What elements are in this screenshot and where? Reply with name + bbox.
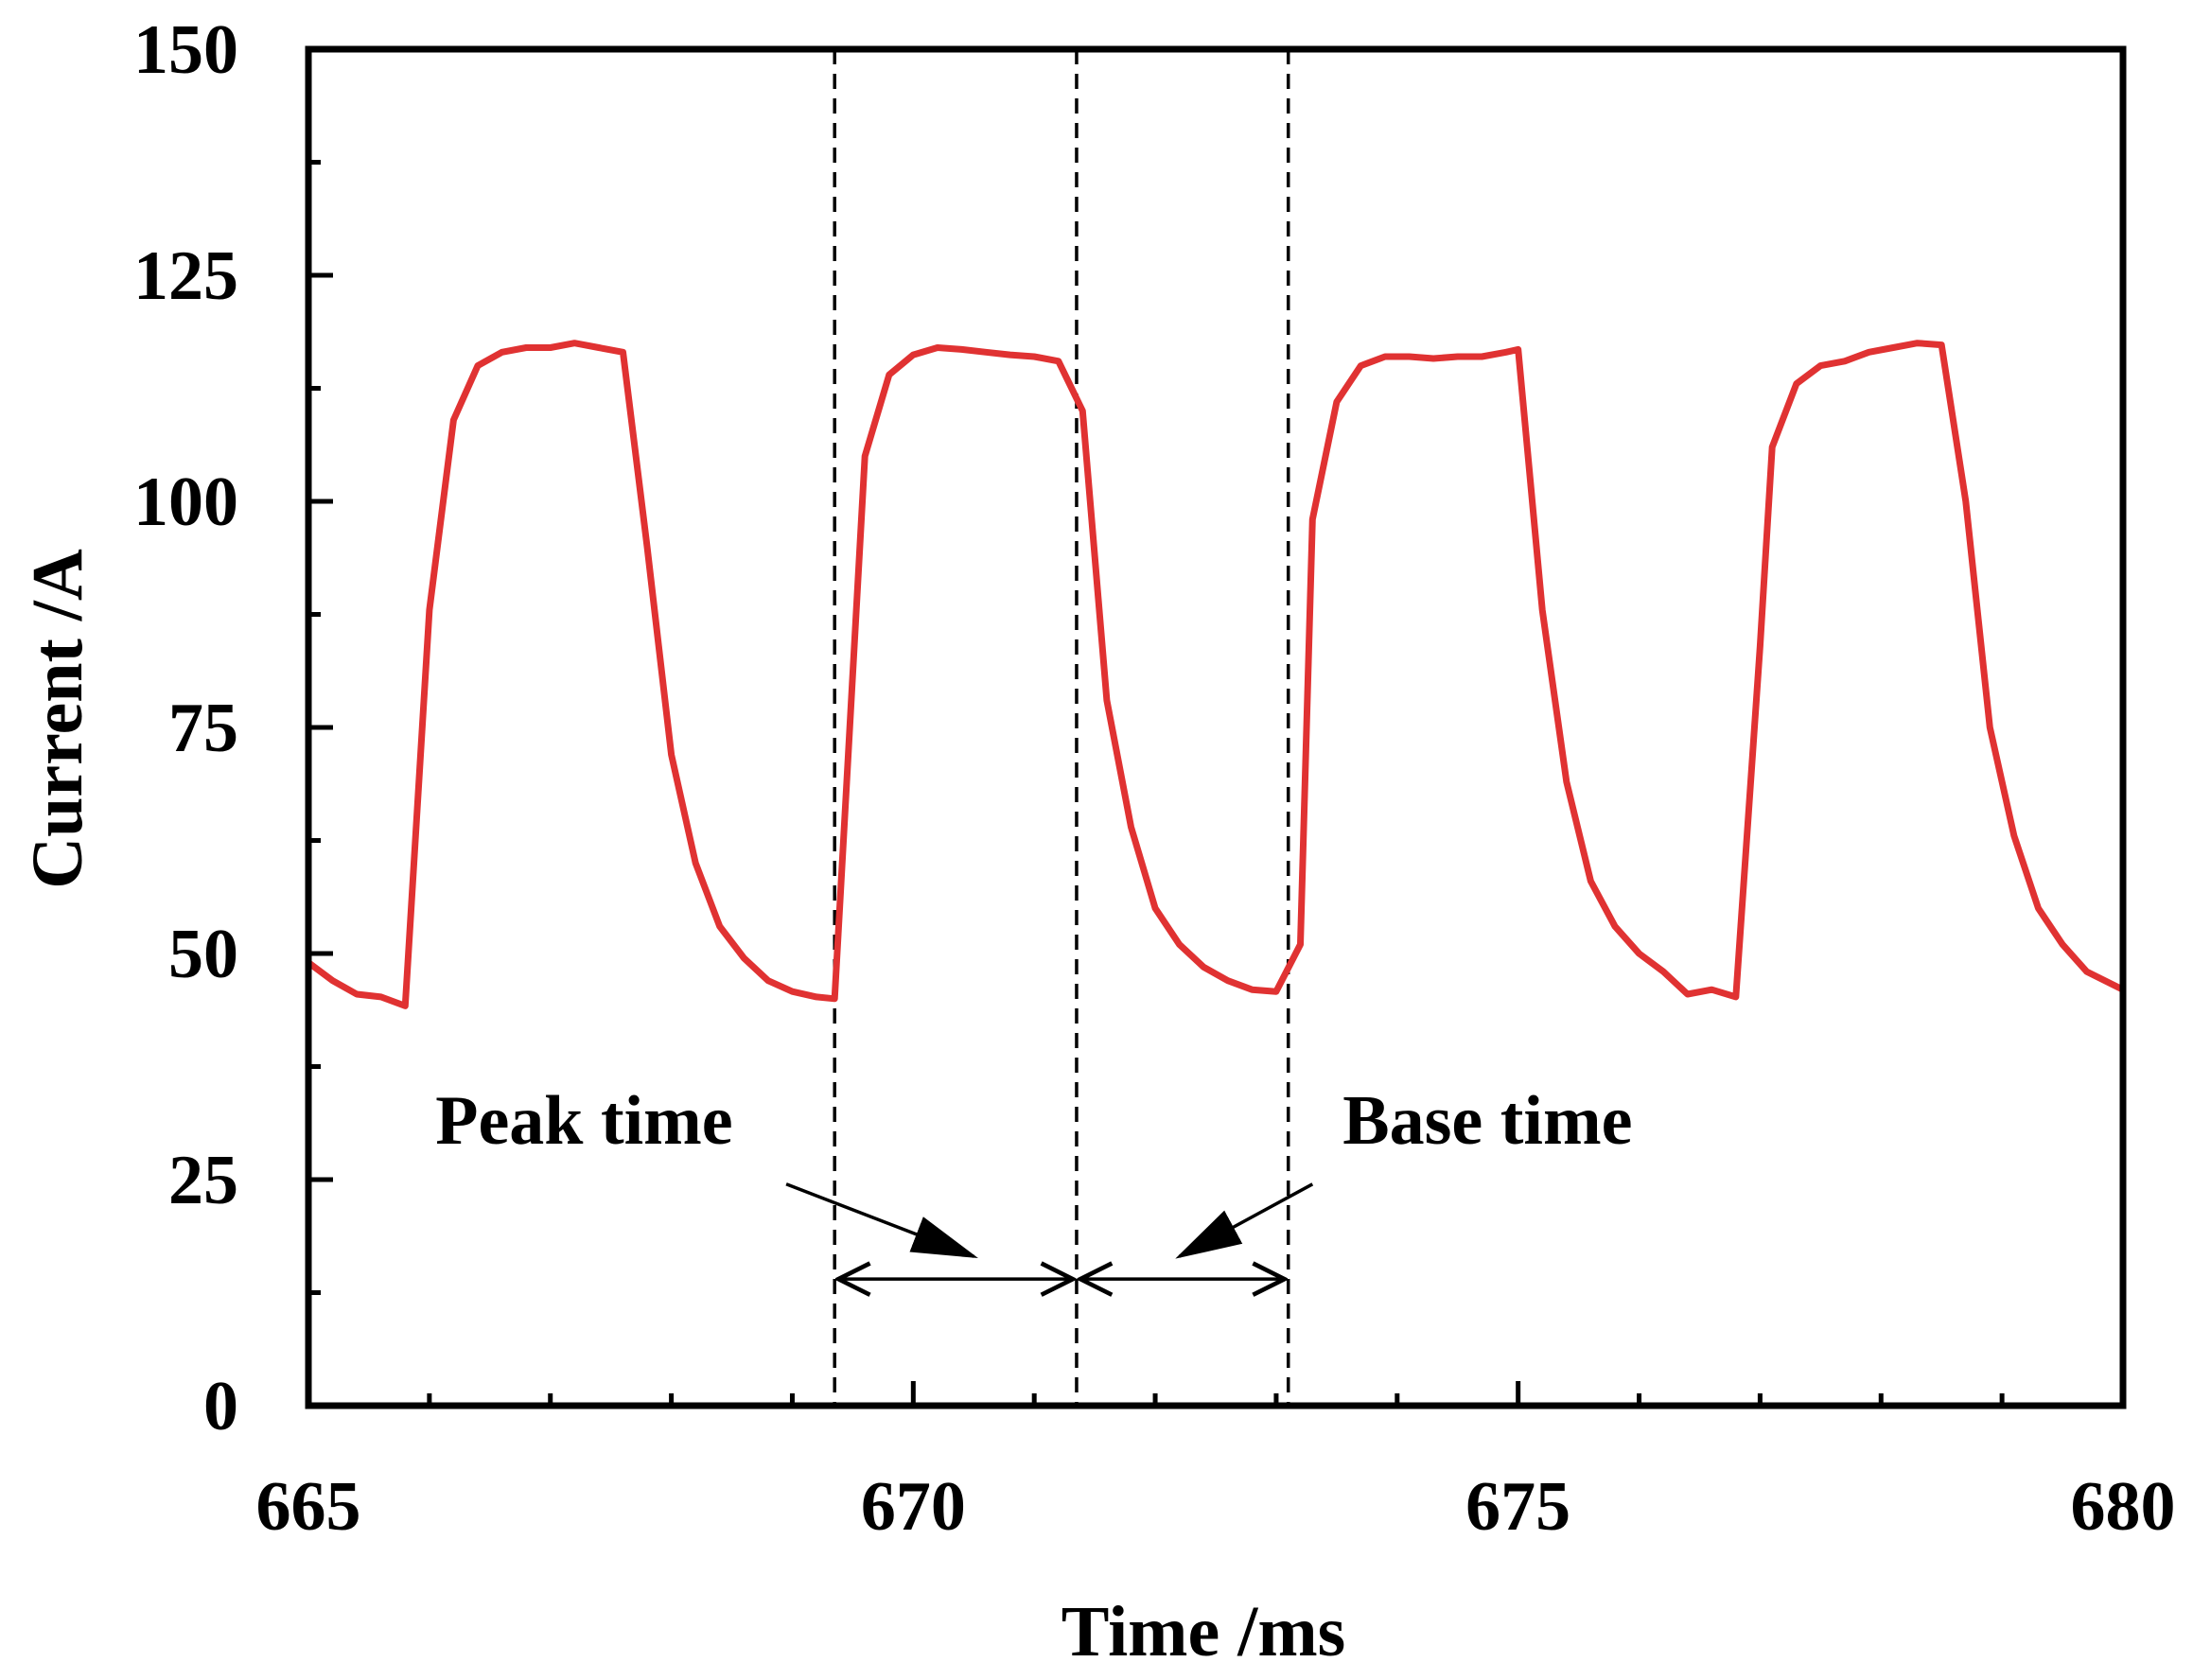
y-tick-label: 50 <box>168 916 238 993</box>
ticks <box>306 46 2126 1409</box>
y-tick-label: 75 <box>168 690 238 767</box>
base-time-pointer-arrow <box>1175 1182 1314 1259</box>
base-time-label: Base time <box>1342 1082 1632 1160</box>
plot-series <box>305 340 2127 1009</box>
series-line-current <box>305 340 2127 1009</box>
y-tick-label: 25 <box>168 1142 238 1219</box>
peak-time-pointer-arrow <box>785 1182 978 1259</box>
marker-lines <box>833 49 1290 1406</box>
y-tick-label: 150 <box>133 11 238 89</box>
y-axis-title: Current /A <box>18 549 97 889</box>
x-tick-label: 665 <box>256 1468 361 1546</box>
annotations: Peak time Base time <box>435 1082 1632 1279</box>
x-tick-label: 670 <box>861 1468 966 1546</box>
x-tick-label: 680 <box>2071 1468 2176 1546</box>
y-tick-label: 0 <box>203 1368 238 1445</box>
y-tick-label: 100 <box>133 464 238 541</box>
tick-labels: 665 670 675 680 0 25 50 75 100 125 150 <box>133 11 2176 1546</box>
plot-frame <box>305 45 2127 1409</box>
axes <box>305 45 2127 1409</box>
x-axis-title: Time /ms <box>1061 1592 1345 1671</box>
peak-time-label: Peak time <box>435 1082 732 1160</box>
y-tick-label: 125 <box>133 237 238 315</box>
x-tick-label: 675 <box>1465 1468 1570 1546</box>
